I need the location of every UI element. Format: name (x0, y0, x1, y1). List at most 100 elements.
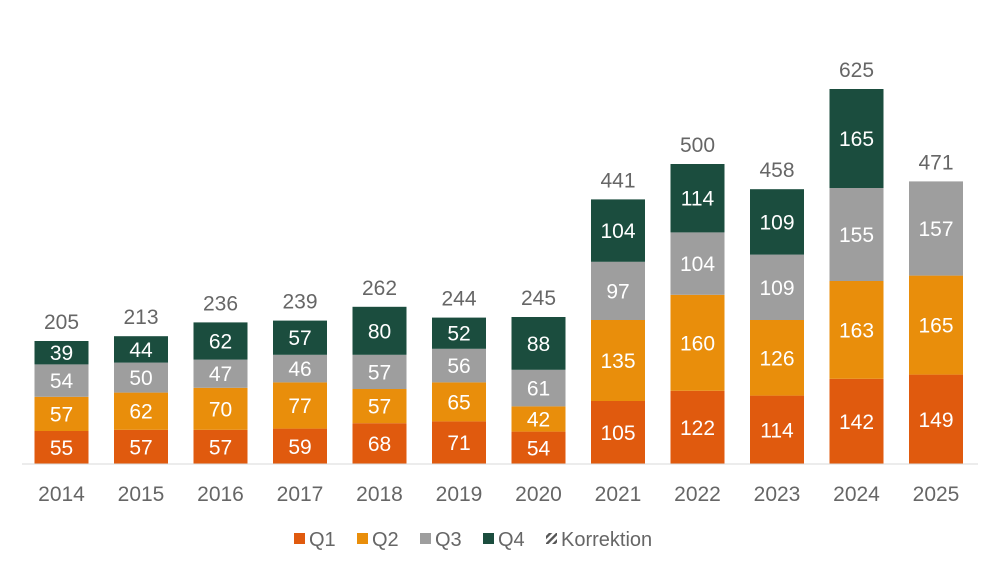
x-tick-2017: 2017 (277, 483, 324, 506)
data-label-q2-2020: 42 (527, 409, 550, 432)
bar-q1-2015 (114, 429, 168, 464)
bar-q4-2021 (591, 199, 645, 262)
data-label-q1-2017: 59 (288, 436, 311, 459)
data-label-q2-2017: 77 (288, 395, 311, 418)
legend-label-q2: Q2 (372, 529, 399, 551)
data-label-q3-2016: 47 (209, 363, 232, 386)
bar-q4-2017 (273, 320, 327, 355)
data-label-q1-2016: 57 (209, 436, 232, 459)
total-label-2020: 245 (521, 287, 556, 310)
bar-q2-2023 (750, 320, 804, 396)
bar-q4-2024 (829, 89, 884, 188)
total-label-2019: 244 (441, 288, 476, 311)
bar-q2-2024 (829, 281, 884, 379)
data-label-q1-2022: 122 (680, 417, 715, 440)
data-label-q1-2018: 68 (368, 433, 391, 456)
data-label-q1-2023: 114 (760, 419, 794, 442)
data-label-q1-2014: 55 (50, 437, 73, 460)
data-label-q2-2016: 70 (209, 398, 232, 421)
data-label-q4-2016: 62 (209, 331, 232, 354)
total-label-2025: 471 (918, 151, 953, 174)
data-label-q3-2025: 157 (918, 218, 953, 241)
data-label-q3-2024: 155 (839, 224, 874, 247)
bar-q2-2020 (511, 406, 566, 432)
bar-q4-2019 (432, 317, 486, 349)
bar-q3-2014 (34, 364, 89, 397)
bar-q3-2016 (193, 359, 248, 388)
data-label-q2-2022: 160 (680, 332, 715, 355)
data-label-q2-2025: 165 (918, 315, 953, 338)
bar-q2-2025 (909, 275, 963, 375)
bar-q3-2019 (432, 348, 486, 383)
bar-q3-2015 (114, 362, 168, 393)
legend: Q1 Q2 Q3 Q4 Korrektion (294, 529, 652, 551)
bar-q2-2022 (670, 294, 725, 391)
data-label-q4-2017: 57 (288, 327, 311, 350)
bar-q4-2018 (352, 306, 407, 355)
data-label-q1-2015: 57 (129, 436, 152, 459)
bar-q2-2021 (591, 320, 645, 401)
bar-q1-2020 (511, 431, 566, 464)
bar-q4-2016 (193, 322, 248, 360)
bar-q4-2015 (114, 336, 168, 363)
bar-q4-2014 (34, 341, 89, 365)
legend-swatch-q3 (420, 533, 431, 544)
data-label-q4-2019: 52 (447, 323, 470, 346)
total-label-2024: 625 (839, 59, 874, 82)
legend-label-korrektion: Korrektion (561, 529, 652, 551)
data-label-q1-2025: 149 (918, 409, 953, 432)
total-label-2016: 236 (203, 292, 238, 315)
bar-q3-2020 (511, 369, 566, 407)
data-label-q3-2017: 46 (288, 358, 311, 381)
x-tick-2019: 2019 (436, 483, 483, 506)
bar-q1-2022 (670, 390, 725, 464)
x-tick-2014: 2014 (38, 483, 85, 506)
bar-q1-2016 (193, 429, 248, 464)
bar-q3-2021 (591, 261, 645, 320)
data-label-q1-2019: 71 (447, 432, 470, 455)
legend-label-q1: Q1 (309, 529, 336, 551)
data-label-q4-2014: 39 (50, 342, 73, 365)
data-label-q4-2024: 165 (839, 128, 874, 151)
x-tick-2025: 2025 (913, 483, 960, 506)
bar-q2-2018 (352, 389, 407, 424)
total-label-2017: 239 (282, 291, 317, 314)
data-label-q3-2019: 56 (447, 355, 470, 378)
bar-q1-2019 (432, 421, 486, 464)
data-label-q1-2020: 54 (527, 437, 551, 460)
data-label-q3-2015: 50 (129, 367, 152, 390)
total-label-2021: 441 (600, 169, 635, 192)
data-label-q3-2021: 97 (606, 280, 629, 303)
data-label-q4-2020: 88 (527, 333, 550, 356)
bar-q3-2022 (670, 232, 725, 295)
bar-q1-2021 (591, 401, 645, 464)
data-label-q4-2021: 104 (600, 220, 635, 243)
data-label-q3-2014: 54 (50, 370, 74, 393)
x-tick-2021: 2021 (595, 483, 642, 506)
bar-q3-2025 (909, 181, 963, 276)
bar-q1-2024 (829, 378, 884, 464)
data-label-q3-2018: 57 (368, 361, 391, 384)
legend-swatch-korrektion (546, 533, 557, 544)
x-tick-2022: 2022 (674, 483, 721, 506)
x-tick-labels: 2014 2015 2016 2017 2018 2019 2020 2021 2022 2023… (38, 483, 959, 506)
x-tick-2023: 2023 (754, 483, 801, 506)
legend-label-q3: Q3 (435, 529, 462, 551)
total-label-2023: 458 (759, 159, 794, 182)
bar-q2-2019 (432, 382, 486, 422)
legend-swatch-q4 (483, 533, 494, 544)
bar-q2-2016 (193, 387, 248, 430)
bar-q2-2017 (273, 382, 327, 429)
legend-label-q4: Q4 (498, 529, 525, 551)
data-label-q2-2018: 57 (368, 396, 391, 419)
bar-q1-2018 (352, 423, 407, 464)
data-label-q2-2015: 62 (129, 401, 152, 424)
data-label-q1-2024: 142 (839, 411, 874, 434)
data-label-q2-2024: 163 (839, 319, 874, 342)
data-label-q2-2019: 65 (447, 391, 470, 414)
legend-swatch-q2 (357, 533, 368, 544)
bar-q1-2014 (34, 431, 89, 464)
data-label-q2-2014: 57 (50, 403, 73, 426)
